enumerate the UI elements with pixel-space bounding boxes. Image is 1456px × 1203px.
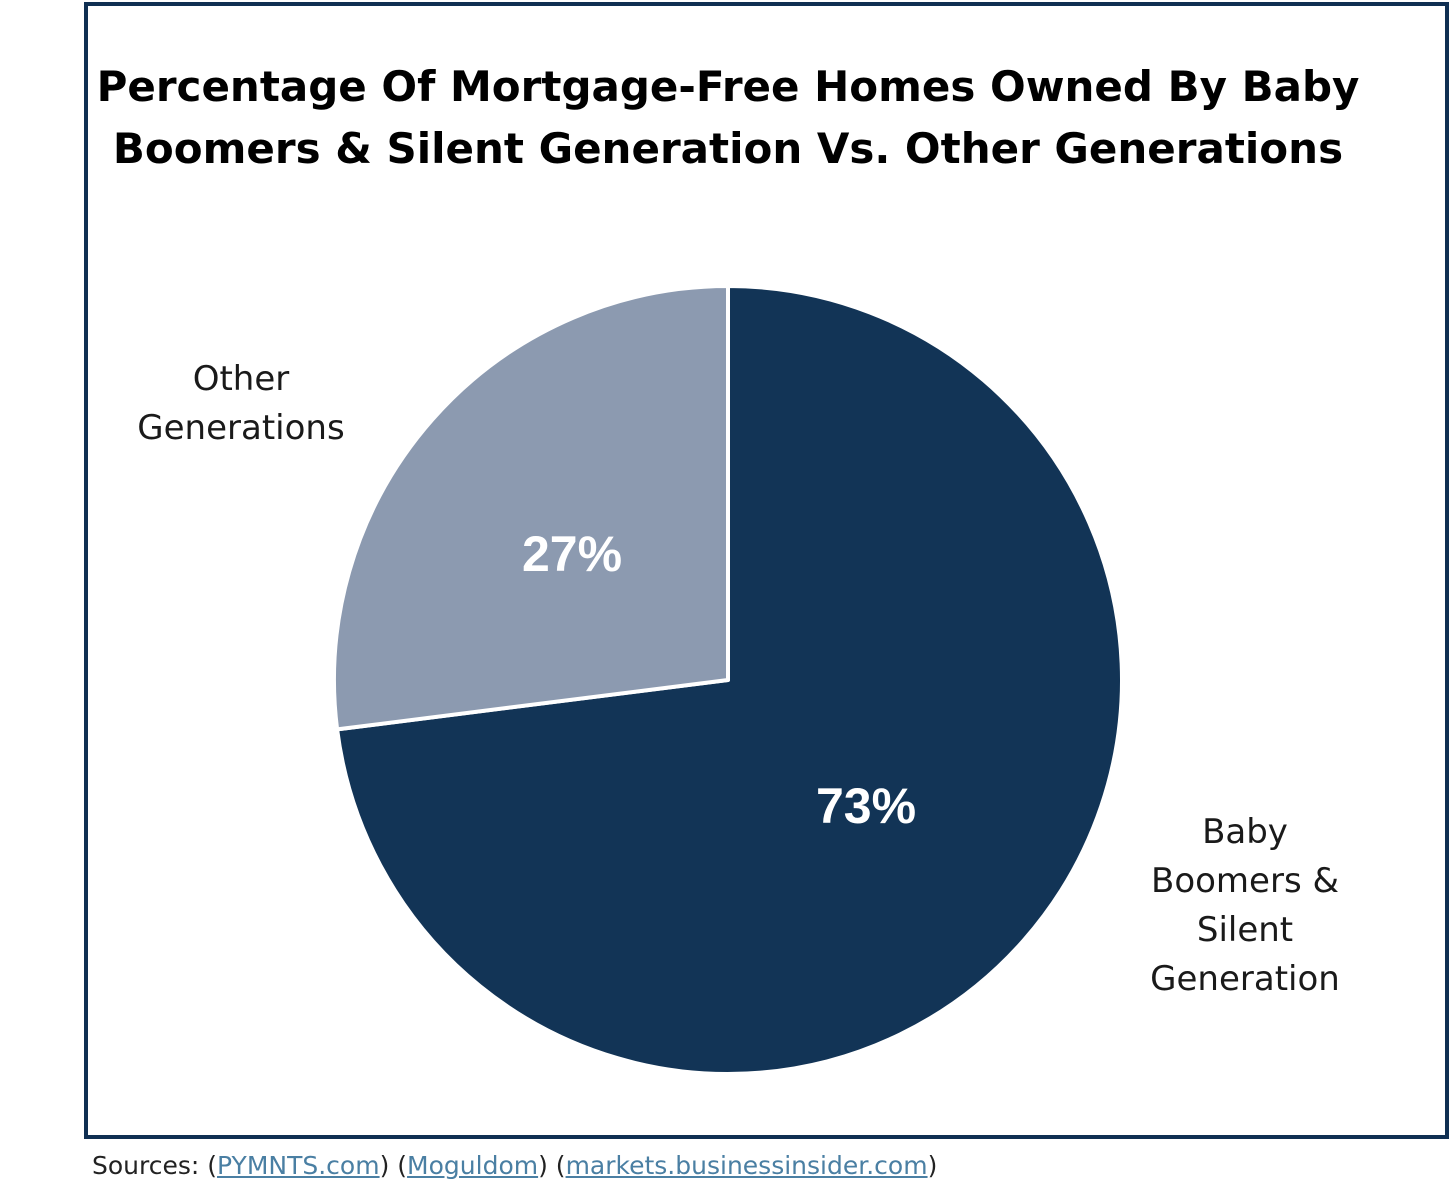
source-link-moguldom[interactable]: Moguldom	[407, 1151, 539, 1180]
pie-category-label: Baby Boomers & Silent Generation	[1150, 812, 1340, 999]
sources-prefix: Sources: (	[92, 1151, 218, 1180]
pie-category-label-line: Generations	[137, 408, 344, 448]
source-link-businessinsider[interactable]: markets.businessinsider.com	[565, 1151, 928, 1180]
pie-category-label-line: Baby	[1202, 812, 1288, 852]
pie-value-label: 73%	[816, 778, 916, 834]
chart-title-line-1: Percentage Of Mortgage-Free Homes Owned …	[96, 62, 1360, 111]
sources-separator-2: ) (	[538, 1151, 566, 1180]
sources-separator-1: ) (	[379, 1151, 408, 1180]
pie-value-label: 27%	[522, 526, 622, 582]
pie-category-label-line: Other	[193, 359, 290, 399]
sources-suffix: )	[927, 1151, 938, 1180]
pie-category-label-line: Generation	[1150, 959, 1340, 999]
sources-line: Sources: (PYMNTS.com) (Moguldom) (market…	[92, 1151, 937, 1180]
source-link-pymnts[interactable]: PYMNTS.com	[217, 1151, 380, 1180]
chart-title: Percentage Of Mortgage-Free Homes Owned …	[0, 56, 1456, 180]
chart-title-line-2: Boomers & Silent Generation Vs. Other Ge…	[112, 124, 1344, 173]
slice-other-generations	[332, 284, 730, 732]
pie-category-label-line: Silent	[1197, 910, 1293, 950]
pie-category-label-line: Boomers &	[1151, 861, 1339, 901]
pie-category-label: Other Generations	[137, 359, 344, 448]
pie-slices	[332, 284, 1124, 1076]
pie-labels: 73% Baby Boomers & Silent Generation 27% Other…	[137, 359, 1340, 999]
